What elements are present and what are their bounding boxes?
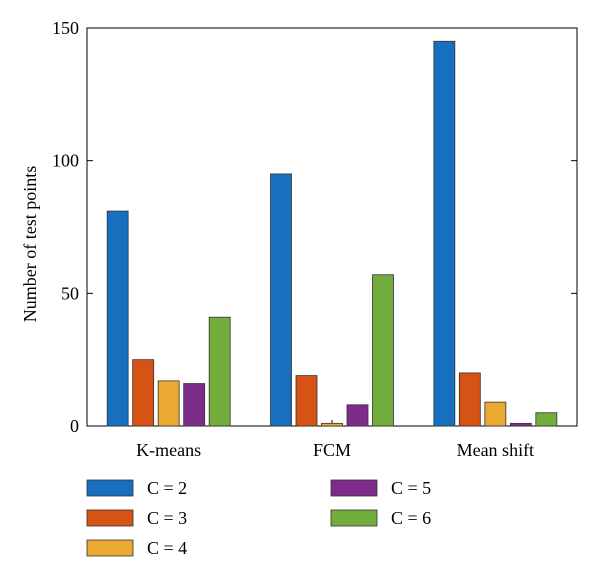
bar	[270, 173, 292, 427]
y-tick-label: 50	[61, 283, 79, 303]
legend-swatch	[86, 479, 134, 497]
legend-label: C = 6	[391, 508, 431, 528]
legend-item: C = 4	[86, 538, 187, 558]
legend-swatch	[86, 539, 134, 557]
legend-swatch	[86, 509, 134, 527]
legend-label: C = 5	[391, 478, 431, 498]
bar	[509, 422, 532, 427]
legend-swatch	[330, 509, 378, 527]
legend-item: C = 2	[86, 478, 187, 498]
x-axis: K-means FCM Mean shift	[136, 420, 534, 460]
bar	[346, 404, 369, 427]
legend-item: C = 5	[330, 478, 431, 498]
bar	[458, 372, 481, 427]
bar	[372, 274, 394, 427]
bar	[295, 375, 318, 427]
plot-frame	[86, 27, 578, 427]
x-tick-label: FCM	[313, 440, 351, 460]
y-axis: 0 50 100 150	[52, 18, 577, 436]
legend-item: C = 3	[86, 508, 187, 528]
bar	[183, 383, 206, 427]
y-tick-label: 0	[70, 416, 79, 436]
x-tick-label: K-means	[136, 440, 201, 460]
legend-item: C = 6	[330, 508, 431, 528]
bar	[484, 401, 507, 427]
legend-swatch	[330, 479, 378, 497]
y-axis-title: Number of test points	[20, 166, 40, 322]
bar	[106, 210, 129, 427]
legend-label: C = 4	[147, 538, 187, 558]
legend: C = 2 C = 3 C = 4 C = 5 C = 6	[86, 478, 431, 558]
y-tick-label: 100	[52, 151, 79, 171]
bar	[535, 412, 558, 427]
bar	[321, 422, 343, 427]
x-tick-label: Mean shift	[457, 440, 534, 460]
y-tick-label: 150	[52, 18, 79, 38]
legend-label: C = 3	[147, 508, 187, 528]
bar	[433, 40, 456, 427]
bar	[132, 359, 155, 427]
bar	[157, 380, 180, 427]
bar	[208, 316, 231, 427]
bars	[106, 40, 558, 427]
plot-area	[86, 27, 578, 427]
legend-label: C = 2	[147, 478, 187, 498]
